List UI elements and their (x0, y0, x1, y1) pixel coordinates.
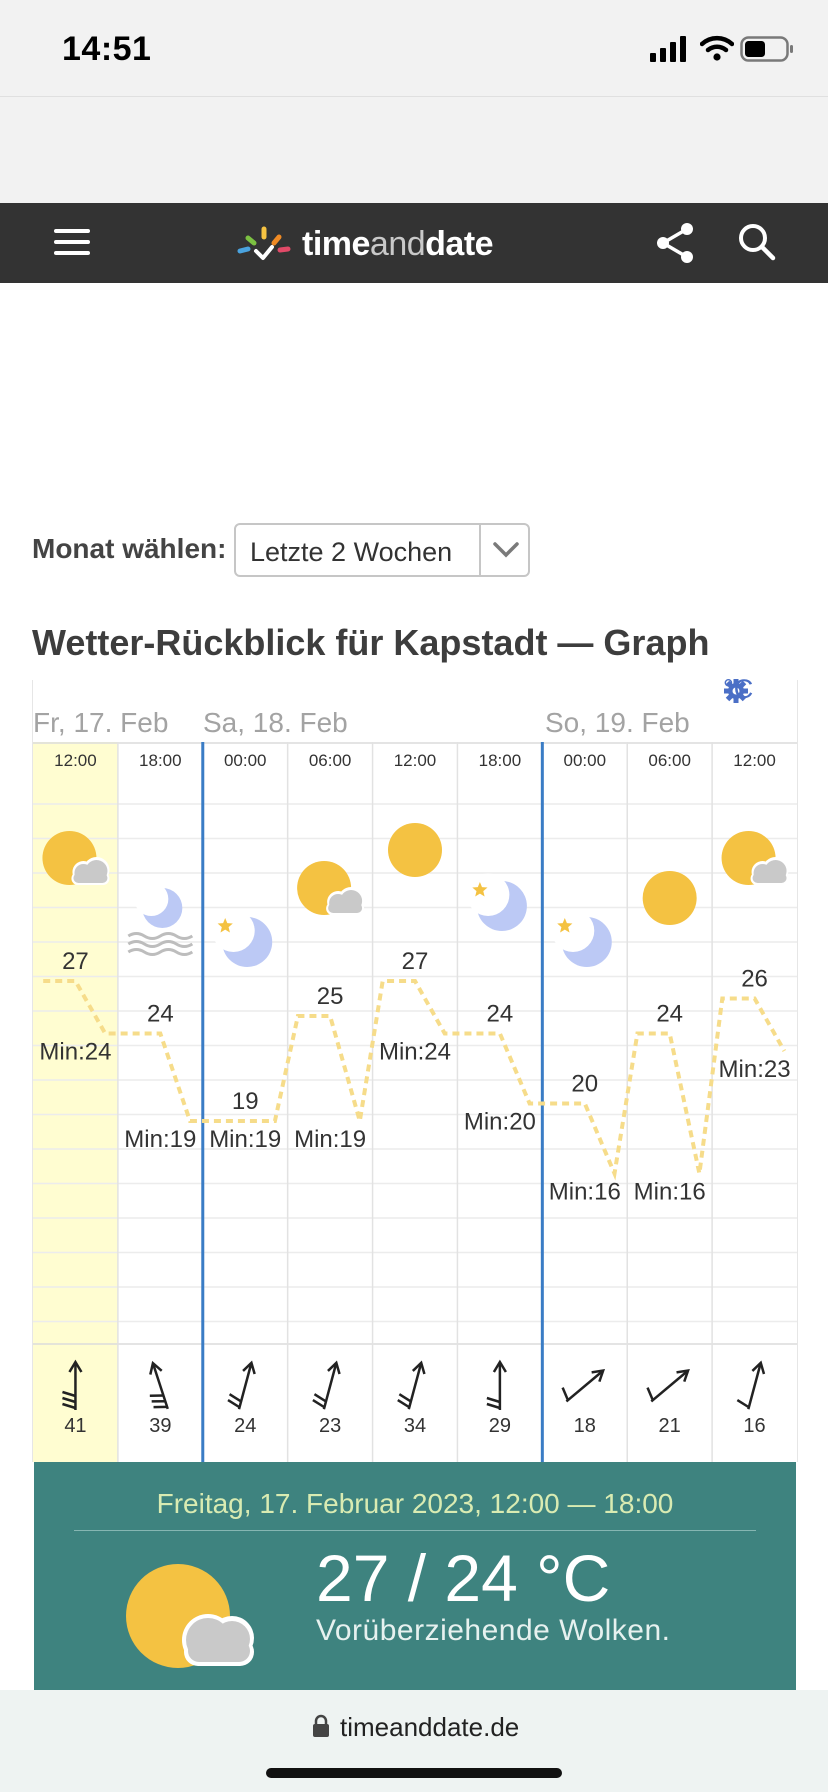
sun-cloud-icon (126, 1564, 254, 1668)
time-label: 18:00 (139, 751, 182, 770)
brand-date: date (425, 225, 494, 263)
detail-panel: Freitag, 17. Februar 2023, 12:00 — 18:00… (34, 1462, 796, 1692)
browser-chrome-gap (0, 97, 828, 203)
wind-arrow-icon (561, 1369, 606, 1403)
low-temp-label: Min:16 (549, 1179, 621, 1206)
wind-speed-label: 21 (659, 1415, 681, 1437)
wind-speed-label: 41 (64, 1415, 86, 1437)
temperature-line (43, 979, 787, 1181)
select-divider (479, 525, 481, 575)
day-label-sat: Sa, 18. Feb (203, 707, 348, 738)
timeanddate-logo-icon[interactable] (234, 225, 298, 265)
wifi-icon (700, 35, 734, 61)
moon-star-icon (551, 909, 612, 967)
day-label-sun: So, 19. Feb (545, 707, 690, 738)
graph-canvas: 12:00 27 Min:24 41 18:00 24 Min:19 39 00:00 19 Min… (33, 742, 797, 1462)
sun-cloud-icon (297, 861, 365, 915)
high-temp-label: 24 (147, 1001, 174, 1028)
detail-description: Vorüberziehende Wolken. (316, 1614, 671, 1647)
weather-graph: °C Fr, 17. Feb Sa, 18. Feb So, 19. Feb 1… (32, 674, 798, 1462)
page-title: Wetter-Rückblick für Kapstadt — Graph (32, 622, 710, 663)
wind-speed-label: 39 (149, 1415, 171, 1437)
wind-arrow-icon (486, 1359, 507, 1410)
month-select-label: Monat wählen: (32, 533, 227, 564)
time-label: 06:00 (648, 751, 691, 770)
high-temp-label: 26 (741, 966, 768, 993)
wind-arrow-icon (62, 1359, 83, 1410)
unit-label[interactable]: °C (723, 674, 754, 704)
search-icon[interactable] (736, 221, 778, 263)
month-select-value: Letzte 2 Wochen (250, 537, 453, 567)
high-temp-label: 19 (232, 1088, 259, 1115)
sun-cloud-icon (42, 831, 110, 885)
home-indicator (266, 1768, 562, 1778)
wind-arrow-icon (646, 1369, 690, 1403)
high-temp-label: 25 (317, 983, 344, 1010)
low-temp-label: Min:19 (209, 1126, 281, 1153)
low-temp-label: Min:19 (294, 1126, 366, 1153)
moon-star-icon (212, 909, 273, 967)
high-temp-label: 24 (487, 1001, 514, 1028)
detail-temperature: 27 / 24 °C (316, 1541, 611, 1615)
time-label: 12:00 (54, 751, 97, 770)
wind-arrow-icon (312, 1360, 341, 1410)
browser-url-bar[interactable]: timeanddate.de (0, 1690, 828, 1792)
url-domain: timeanddate.de (340, 1712, 520, 1742)
time-label: 00:00 (224, 751, 267, 770)
month-select-dropdown[interactable]: Letzte 2 Wochen (234, 523, 530, 577)
settings-gear-icon[interactable] (723, 678, 749, 704)
time-label: 18:00 (479, 751, 522, 770)
wind-arrow-icon (149, 1360, 169, 1410)
time-label: 12:00 (394, 751, 437, 770)
moon-star-icon (466, 873, 527, 931)
brand-time: time (302, 225, 370, 263)
chevron-down-icon (493, 542, 519, 558)
lock-icon (313, 1714, 329, 1737)
low-temp-label: Min:20 (464, 1109, 536, 1136)
sun-cloud-icon (721, 831, 789, 885)
low-temp-label: Min:19 (124, 1126, 196, 1153)
battery-icon (740, 36, 793, 62)
day-label-fri: Fr, 17. Feb (33, 707, 169, 738)
wind-speed-label: 16 (743, 1415, 765, 1437)
wind-speed-label: 18 (574, 1415, 596, 1437)
time-label: 06:00 (309, 751, 352, 770)
low-temp-label: Min:24 (379, 1039, 451, 1066)
high-temp-label: 27 (62, 948, 89, 975)
brand-and: and (369, 225, 426, 263)
wind-arrow-icon (397, 1360, 426, 1410)
high-temp-label: 24 (656, 1001, 683, 1028)
wind-speed-label: 29 (489, 1415, 511, 1437)
low-temp-label: Min:24 (39, 1039, 111, 1066)
wind-speed-label: 23 (319, 1415, 341, 1437)
wind-speed-label: 24 (234, 1415, 256, 1437)
low-temp-label: Min:16 (634, 1179, 706, 1206)
wind-arrow-icon (227, 1360, 256, 1410)
high-temp-label: 27 (402, 948, 429, 975)
wind-arrow-icon (736, 1360, 766, 1410)
share-icon[interactable] (654, 221, 696, 265)
sun-icon (642, 871, 697, 925)
status-bar: 14:51 (0, 0, 828, 97)
hamburger-menu-icon[interactable] (52, 227, 92, 257)
time-label: 00:00 (564, 751, 607, 770)
detail-date: Freitag, 17. Februar 2023, 12:00 — 18:00 (156, 1488, 674, 1519)
moon-fog-icon (127, 882, 194, 956)
site-navbar: timeanddate (0, 203, 828, 283)
sun-icon (388, 823, 442, 877)
status-time: 14:51 (62, 30, 152, 68)
time-label: 12:00 (733, 751, 776, 770)
brand-name[interactable]: timeanddate (302, 225, 494, 264)
low-temp-label: Min:23 (719, 1056, 791, 1083)
cellular-signal-icon (650, 36, 686, 62)
high-temp-label: 20 (571, 1071, 598, 1098)
detail-divider (74, 1530, 756, 1531)
wind-speed-label: 34 (404, 1415, 426, 1437)
